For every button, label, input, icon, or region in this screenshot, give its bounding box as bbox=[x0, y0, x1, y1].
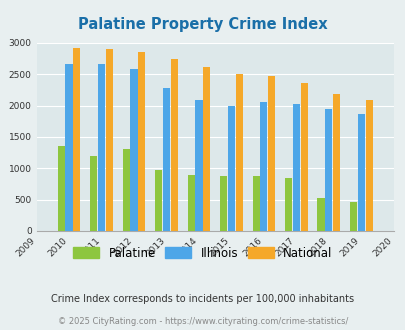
Bar bbox=[364, 100, 372, 231]
Bar bbox=[162, 88, 170, 231]
Bar bbox=[332, 94, 339, 231]
Bar bbox=[65, 64, 72, 231]
Text: Crime Index corresponds to incidents per 100,000 inhabitants: Crime Index corresponds to incidents per… bbox=[51, 294, 354, 304]
Legend: Palatine, Illinois, National: Palatine, Illinois, National bbox=[73, 247, 332, 260]
Bar bbox=[58, 147, 65, 231]
Bar bbox=[235, 74, 242, 231]
Bar bbox=[349, 202, 356, 231]
Bar bbox=[267, 76, 275, 231]
Text: Palatine Property Crime Index: Palatine Property Crime Index bbox=[78, 17, 327, 32]
Bar bbox=[357, 115, 364, 231]
Bar bbox=[90, 156, 97, 231]
Bar bbox=[73, 48, 80, 231]
Bar bbox=[220, 177, 227, 231]
Bar bbox=[122, 149, 130, 231]
Bar bbox=[155, 170, 162, 231]
Bar bbox=[227, 106, 234, 231]
Bar bbox=[202, 67, 210, 231]
Bar bbox=[317, 198, 324, 231]
Bar bbox=[98, 64, 105, 231]
Bar bbox=[324, 109, 332, 231]
Bar bbox=[260, 102, 267, 231]
Bar bbox=[195, 100, 202, 231]
Bar bbox=[170, 59, 177, 231]
Bar bbox=[105, 49, 113, 231]
Bar bbox=[187, 175, 194, 231]
Bar bbox=[284, 178, 292, 231]
Bar bbox=[130, 69, 137, 231]
Text: © 2025 CityRating.com - https://www.cityrating.com/crime-statistics/: © 2025 CityRating.com - https://www.city… bbox=[58, 317, 347, 326]
Bar bbox=[138, 52, 145, 231]
Bar bbox=[292, 104, 299, 231]
Bar bbox=[300, 83, 307, 231]
Bar bbox=[252, 177, 259, 231]
